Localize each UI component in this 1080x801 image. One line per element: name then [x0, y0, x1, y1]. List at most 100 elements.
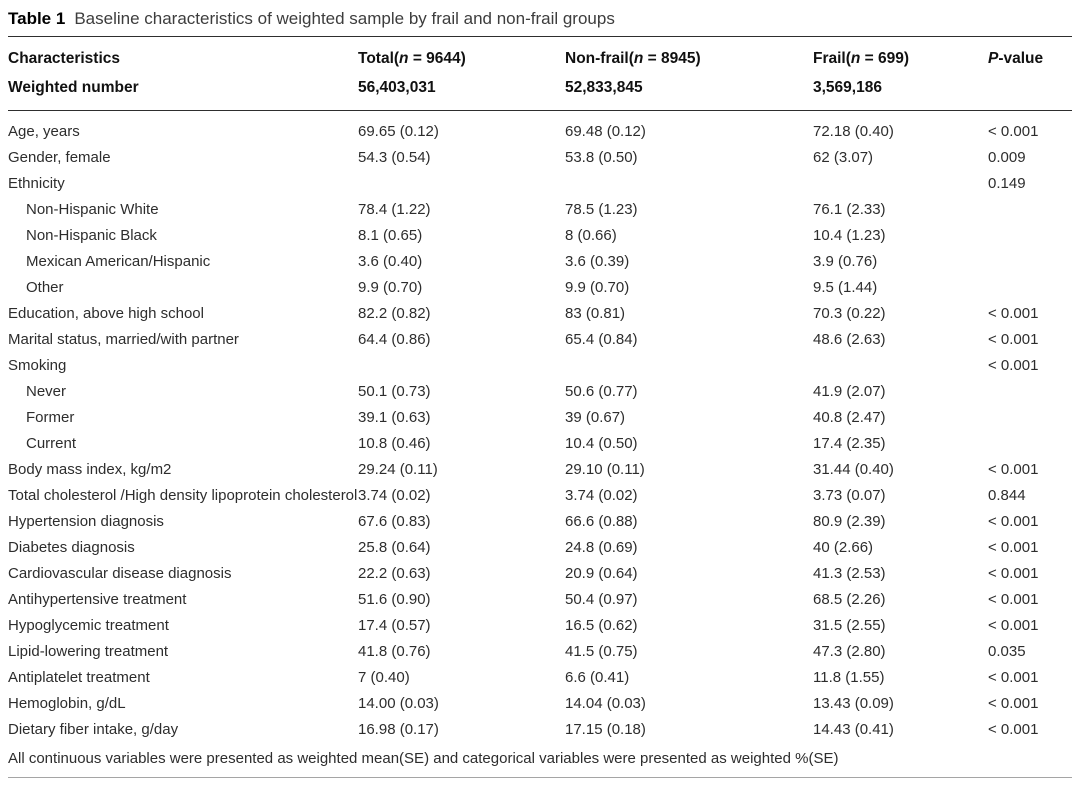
- cell-characteristic: Antihypertensive treatment: [8, 591, 187, 608]
- baseline-characteristics-table: Characteristics Total(n = 9644) Non-frai…: [8, 36, 1072, 743]
- table-row: Never 50.1 (0.73) 50.6 (0.77) 41.9 (2.07): [8, 379, 1072, 405]
- weighted-number-frail: 3,569,186: [813, 79, 882, 96]
- cell-total: 25.8 (0.64): [358, 539, 431, 556]
- weighted-number-total: 56,403,031: [358, 79, 436, 96]
- cell-nonfrail: 9.9 (0.70): [565, 279, 630, 296]
- cell-characteristic: Marital status, married/with partner: [8, 331, 239, 348]
- cell-nonfrail: 50.6 (0.77): [565, 383, 638, 400]
- cell-nonfrail: 29.10 (0.11): [565, 461, 645, 478]
- cell-characteristic: Diabetes diagnosis: [8, 539, 135, 556]
- cell-nonfrail: 3.74 (0.02): [565, 487, 638, 504]
- col-header-characteristics: Characteristics: [8, 50, 121, 67]
- cell-characteristic: Mexican American/Hispanic: [26, 253, 211, 270]
- cell-nonfrail: 3.6 (0.39): [565, 253, 630, 270]
- table-caption: Table 1 Baseline characteristics of weigh…: [8, 0, 1072, 36]
- cell-frail: 76.1 (2.33): [813, 201, 886, 218]
- cell-nonfrail: 39 (0.67): [565, 409, 626, 426]
- cell-total: 64.4 (0.86): [358, 331, 431, 348]
- cell-nonfrail: 14.04 (0.03): [565, 695, 646, 712]
- table-caption-text: Baseline characteristics of weighted sam…: [74, 9, 615, 28]
- cell-total: 9.9 (0.70): [358, 279, 423, 296]
- cell-pvalue: 0.149: [988, 175, 1026, 192]
- table-row: Body mass index, kg/m2 29.24 (0.11) 29.10 …: [8, 457, 1072, 483]
- table-row: Lipid-lowering treatment 41.8 (0.76) 41.5 …: [8, 639, 1072, 665]
- cell-nonfrail: 24.8 (0.69): [565, 539, 638, 556]
- cell-total: 29.24 (0.11): [358, 461, 438, 478]
- cell-nonfrail: 66.6 (0.88): [565, 513, 638, 530]
- cell-nonfrail: 69.48 (0.12): [565, 123, 646, 140]
- cell-pvalue: < 0.001: [988, 357, 1039, 374]
- cell-characteristic: Hypoglycemic treatment: [8, 617, 169, 634]
- cell-frail: [813, 171, 988, 197]
- table-row: Hypertension diagnosis 67.6 (0.83) 66.6 (0…: [8, 509, 1072, 535]
- cell-frail: 14.43 (0.41): [813, 721, 894, 738]
- table-row: Total cholesterol /High density lipoprot…: [8, 483, 1072, 509]
- cell-characteristic: Education, above high school: [8, 305, 204, 322]
- cell-nonfrail: 10.4 (0.50): [565, 435, 638, 452]
- header-row-groups: Characteristics Total(n = 9644) Non-frai…: [8, 37, 1072, 74]
- cell-pvalue: < 0.001: [988, 305, 1039, 322]
- table-bottom-rule: [8, 777, 1072, 778]
- cell-characteristic: Non-Hispanic Black: [26, 227, 157, 244]
- cell-pvalue: 0.035: [988, 643, 1026, 660]
- table-row: Non-Hispanic White 78.4 (1.22) 78.5 (1.23)…: [8, 197, 1072, 223]
- cell-total: 50.1 (0.73): [358, 383, 431, 400]
- table-row: Dietary fiber intake, g/day 16.98 (0.17) 1…: [8, 717, 1072, 743]
- cell-nonfrail: [565, 171, 813, 197]
- paper-table-figure: Table 1 Baseline characteristics of weigh…: [8, 0, 1072, 778]
- cell-nonfrail: 20.9 (0.64): [565, 565, 638, 582]
- table-row: Cardiovascular disease diagnosis 22.2 (0.…: [8, 561, 1072, 587]
- cell-characteristic: Non-Hispanic White: [26, 201, 159, 218]
- cell-pvalue: < 0.001: [988, 513, 1039, 530]
- table-row: Hypoglycemic treatment 17.4 (0.57) 16.5 (0…: [8, 613, 1072, 639]
- cell-total: 22.2 (0.63): [358, 565, 431, 582]
- cell-total: 41.8 (0.76): [358, 643, 431, 660]
- weighted-number-pvalue-spacer: [988, 73, 1072, 111]
- col-header-nonfrail: Non-frail(n = 8945): [565, 50, 701, 67]
- cell-total: 8.1 (0.65): [358, 227, 423, 244]
- cell-nonfrail: 8 (0.66): [565, 227, 617, 244]
- cell-frail: 41.9 (2.07): [813, 383, 886, 400]
- cell-characteristic: Ethnicity: [8, 175, 65, 192]
- cell-total: [358, 353, 565, 379]
- cell-pvalue: < 0.001: [988, 721, 1039, 738]
- cell-total: 69.65 (0.12): [358, 123, 439, 140]
- table-row: Antihypertensive treatment 51.6 (0.90) 50.…: [8, 587, 1072, 613]
- cell-total: 51.6 (0.90): [358, 591, 431, 608]
- table-row: Education, above high school 82.2 (0.82) 8…: [8, 301, 1072, 327]
- cell-pvalue: < 0.001: [988, 669, 1039, 686]
- cell-nonfrail: 16.5 (0.62): [565, 617, 638, 634]
- cell-frail: 17.4 (2.35): [813, 435, 886, 452]
- table-footnote: All continuous variables were presented …: [8, 750, 839, 767]
- cell-frail: 72.18 (0.40): [813, 123, 894, 140]
- cell-total: 67.6 (0.83): [358, 513, 431, 530]
- weighted-number-nonfrail: 52,833,845: [565, 79, 643, 96]
- cell-nonfrail: 83 (0.81): [565, 305, 626, 322]
- table-row: Smoking < 0.001: [8, 353, 1072, 379]
- cell-frail: 9.5 (1.44): [813, 279, 878, 296]
- cell-characteristic: Total cholesterol /High density lipoprot…: [8, 487, 358, 504]
- weighted-number-label: Weighted number: [8, 79, 139, 96]
- cell-pvalue: < 0.001: [988, 617, 1039, 634]
- cell-frail: 31.5 (2.55): [813, 617, 886, 634]
- cell-characteristic: Never: [26, 383, 67, 400]
- table-row: Mexican American/Hispanic 3.6 (0.40) 3.6 (…: [8, 249, 1072, 275]
- table-row: Ethnicity 0.149: [8, 171, 1072, 197]
- cell-frail: 70.3 (0.22): [813, 305, 886, 322]
- cell-frail: 3.73 (0.07): [813, 487, 886, 504]
- cell-pvalue: [988, 379, 1072, 405]
- cell-total: 3.74 (0.02): [358, 487, 431, 504]
- table-row: Diabetes diagnosis 25.8 (0.64) 24.8 (0.69)…: [8, 535, 1072, 561]
- cell-characteristic: Current: [26, 435, 77, 452]
- cell-pvalue: < 0.001: [988, 591, 1039, 608]
- cell-characteristic: Gender, female: [8, 149, 111, 166]
- cell-pvalue: 0.844: [988, 487, 1026, 504]
- cell-total: 3.6 (0.40): [358, 253, 423, 270]
- cell-frail: 68.5 (2.26): [813, 591, 886, 608]
- cell-frail: 40 (2.66): [813, 539, 874, 556]
- cell-characteristic: Hypertension diagnosis: [8, 513, 164, 530]
- cell-pvalue: [988, 275, 1072, 301]
- table-row: Marital status, married/with partner 64.4…: [8, 327, 1072, 353]
- cell-nonfrail: [565, 353, 813, 379]
- cell-frail: 40.8 (2.47): [813, 409, 886, 426]
